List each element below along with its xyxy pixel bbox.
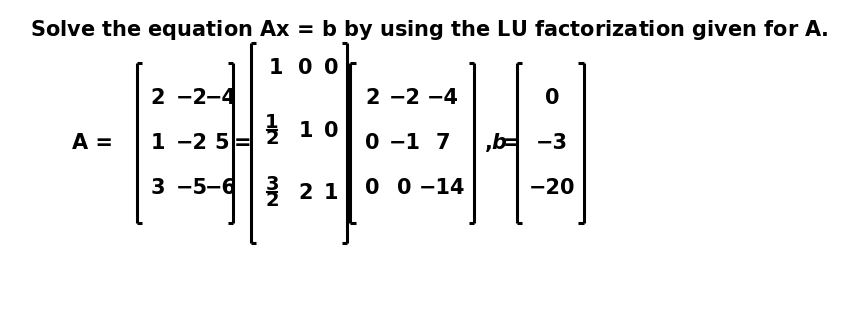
Text: −4: −4 (426, 88, 458, 108)
Text: 3: 3 (151, 178, 166, 198)
Text: =: = (503, 133, 520, 153)
Text: 2: 2 (151, 88, 166, 108)
Text: 2: 2 (366, 88, 380, 108)
Text: 0: 0 (366, 178, 380, 198)
Text: 7: 7 (435, 133, 450, 153)
Text: −14: −14 (420, 178, 466, 198)
Text: 0: 0 (323, 58, 338, 78)
Text: 0: 0 (366, 133, 380, 153)
Text: −1: −1 (389, 133, 420, 153)
Text: 0: 0 (299, 58, 313, 78)
Text: −3: −3 (536, 133, 568, 153)
Text: 2: 2 (265, 191, 279, 211)
Text: A =: A = (72, 133, 113, 153)
Text: 1: 1 (323, 183, 338, 203)
Text: 2: 2 (265, 129, 279, 149)
Text: 5: 5 (214, 133, 228, 153)
Text: −6: −6 (205, 178, 238, 198)
Text: 1: 1 (151, 133, 166, 153)
Text: ,: , (485, 133, 500, 153)
Text: 0: 0 (323, 121, 338, 141)
Text: 1: 1 (265, 113, 279, 132)
Text: 2: 2 (299, 183, 313, 203)
Text: Solve the equation A$\mathbf{x}$ = $\mathbf{b}$ by using the LU factorization gi: Solve the equation A$\mathbf{x}$ = $\mat… (30, 18, 828, 42)
Text: 3: 3 (265, 175, 279, 195)
Text: −2: −2 (389, 88, 420, 108)
Text: 1: 1 (269, 58, 283, 78)
Text: −2: −2 (176, 133, 208, 153)
Text: b: b (492, 133, 506, 153)
Text: −5: −5 (176, 178, 208, 198)
Text: 0: 0 (545, 88, 559, 108)
Text: 0: 0 (397, 178, 412, 198)
Text: 1: 1 (299, 121, 313, 141)
Text: =: = (233, 133, 251, 153)
Text: −20: −20 (529, 178, 576, 198)
Text: −4: −4 (205, 88, 238, 108)
Text: −2: −2 (176, 88, 208, 108)
